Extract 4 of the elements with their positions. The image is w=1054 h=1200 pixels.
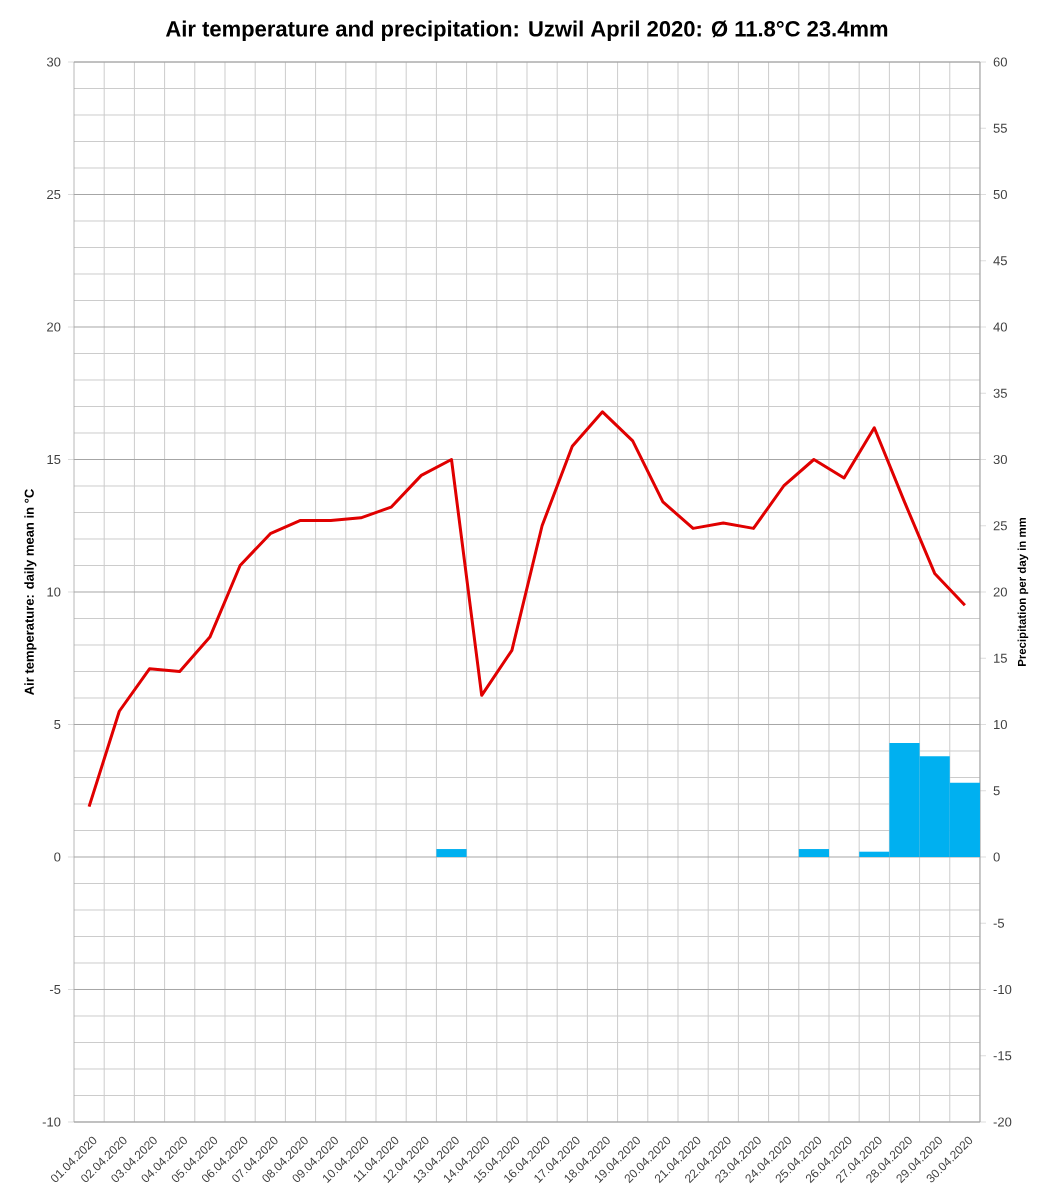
bar <box>436 849 467 857</box>
bar <box>798 849 829 857</box>
line-series <box>87 410 967 809</box>
chart-title: Air temperature and precipitation: Uzwil April 2020: Ø 11.8°C 23.4mm <box>165 20 888 41</box>
